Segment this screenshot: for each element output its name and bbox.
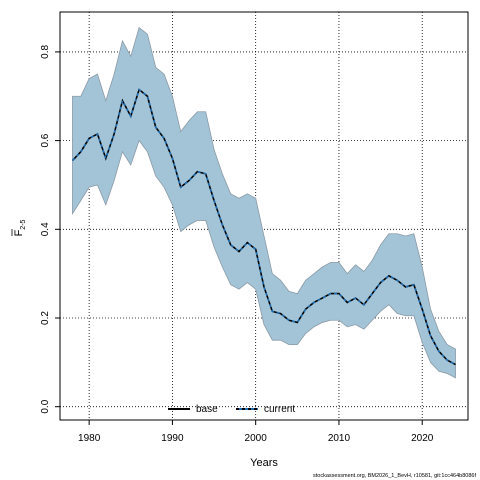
confidence-band [72,26,456,379]
y-axis-title: F2-5 [11,219,27,236]
x-axis: 1980 1990 2000 2010 2020 [78,420,434,444]
svg-text:F2-5: F2-5 [13,219,27,236]
plot-frame [59,11,469,421]
footer-text: stockassessment.org, BM2026_1_BevH, r105… [313,473,476,479]
x-tick-label: 2010 [328,433,351,444]
x-axis-title: Years [250,457,278,469]
x-tick-label: 2020 [411,433,434,444]
series-line-current [71,88,456,366]
y-tick-label: 0.6 [40,133,51,147]
y-tick-label: 0.8 [40,45,51,59]
legend-label-current: current [264,404,295,415]
y-axis-title-main: F [13,229,25,236]
y-tick-label: 0.0 [40,399,51,413]
legend-label-base: base [196,404,218,415]
x-tick-label: 2000 [245,433,268,444]
y-axis: 0.0 0.2 0.4 0.6 0.8 [40,45,60,414]
y-tick-label: 0.2 [40,311,51,325]
x-tick-label: 1980 [78,433,101,444]
y-axis-title-sub: 2-5 [20,219,27,229]
x-tick-label: 1990 [161,433,184,444]
legend: base current [168,404,295,415]
y-tick-label: 0.4 [40,222,51,236]
